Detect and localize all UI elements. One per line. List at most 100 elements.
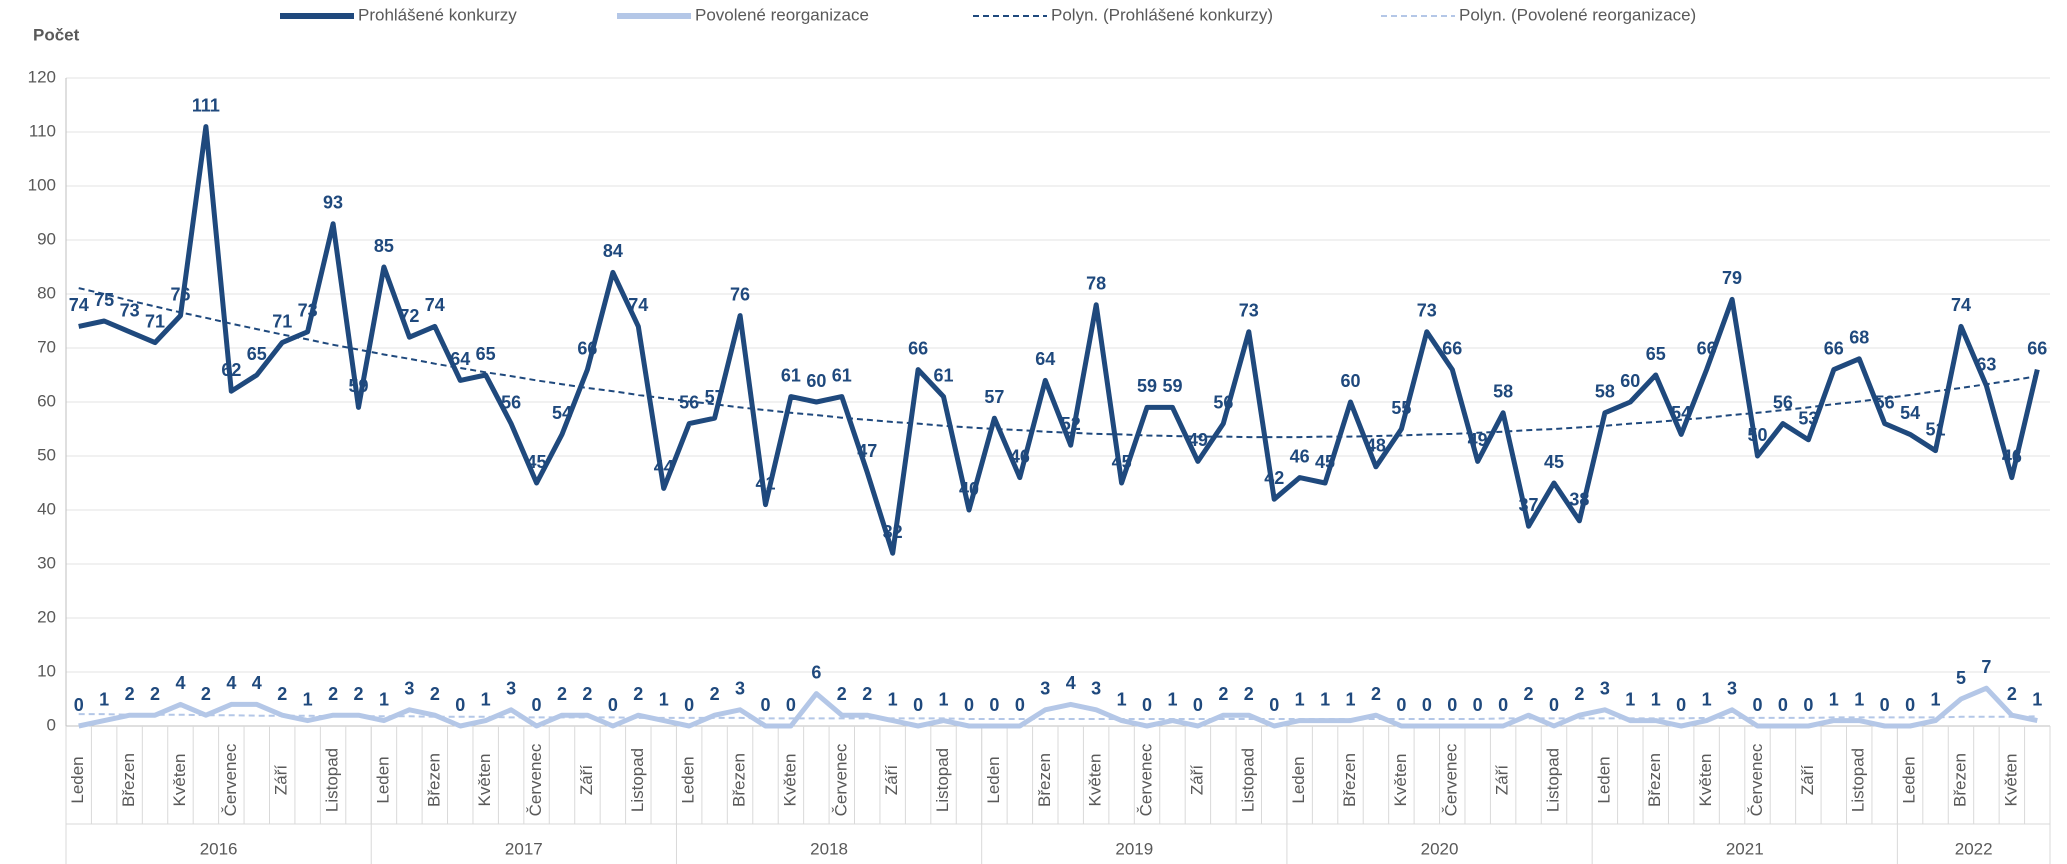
y-tick-label: 10	[37, 661, 56, 680]
data-label: 73	[1239, 301, 1259, 321]
y-tick-label: 30	[37, 553, 56, 572]
x-tick-label: Leden	[1594, 756, 1613, 803]
data-label: 42	[1264, 468, 1284, 488]
data-label: 46	[1010, 446, 1030, 466]
x-tick-label: Březen	[1035, 753, 1054, 807]
data-label: 0	[684, 695, 694, 715]
y-tick-label: 120	[28, 67, 56, 86]
data-label: 46	[2002, 446, 2022, 466]
data-label: 78	[1086, 274, 1106, 294]
data-label: 1	[1346, 689, 1356, 709]
data-label: 40	[959, 479, 979, 499]
x-tick-label: Září	[1798, 765, 1817, 796]
y-tick-label: 0	[47, 715, 56, 734]
data-label: 2	[1574, 684, 1584, 704]
data-label: 1	[99, 689, 109, 709]
data-label: 65	[247, 344, 267, 364]
data-label: 45	[527, 452, 547, 472]
data-label: 37	[1519, 495, 1539, 515]
x-tick-label: Leden	[373, 756, 392, 803]
x-tick-label: Leden	[1289, 756, 1308, 803]
data-label: 4	[1066, 673, 1076, 693]
y-tick-label: 20	[37, 607, 56, 626]
x-tick-label: Květen	[170, 754, 189, 807]
data-label: 59	[1162, 376, 1182, 396]
x-tick-label: Červenec	[526, 743, 545, 816]
data-label: 74	[69, 295, 89, 315]
data-label: 0	[74, 695, 84, 715]
data-label: 4	[252, 673, 262, 693]
data-label: 63	[1976, 355, 1996, 375]
data-label: 65	[1646, 344, 1666, 364]
data-label: 93	[323, 193, 343, 213]
year-label: 2017	[505, 839, 543, 858]
x-tick-label: Listopad	[1238, 748, 1257, 812]
data-label: 1	[1167, 689, 1177, 709]
data-label: 62	[221, 360, 241, 380]
data-label: 1	[481, 689, 491, 709]
data-label: 45	[1544, 452, 1564, 472]
legend-label: Polyn. (Prohlášené konkurzy)	[1051, 5, 1273, 24]
x-tick-label: Listopad	[323, 748, 342, 812]
data-label: 68	[1849, 328, 1869, 348]
data-label: 1	[1931, 689, 1941, 709]
data-label: 1	[1625, 689, 1635, 709]
data-label: 2	[328, 684, 338, 704]
x-tick-label: Červenec	[1137, 743, 1156, 816]
x-tick-label: Září	[272, 765, 291, 796]
x-tick-label: Leden	[679, 756, 698, 803]
year-label: 2021	[1726, 839, 1764, 858]
x-tick-label: Květen	[780, 754, 799, 807]
data-label: 74	[628, 295, 648, 315]
x-tick-label: Červenec	[1442, 743, 1461, 816]
data-label: 0	[1193, 695, 1203, 715]
data-label: 76	[730, 284, 750, 304]
x-tick-label: Září	[577, 765, 596, 796]
data-label: 0	[1803, 695, 1813, 715]
data-label: 2	[1524, 684, 1534, 704]
data-label: 0	[1778, 695, 1788, 715]
y-tick-label: 110	[29, 121, 56, 140]
x-tick-label: Červenec	[831, 743, 850, 816]
data-label: 73	[1417, 301, 1437, 321]
data-label: 54	[552, 403, 572, 423]
data-label: 2	[2007, 684, 2017, 704]
x-tick-label: Září	[882, 765, 901, 796]
x-tick-label: Březen	[730, 753, 749, 807]
data-label: 56	[679, 392, 699, 412]
data-label: 0	[913, 695, 923, 715]
data-label: 2	[710, 684, 720, 704]
data-label: 0	[1880, 695, 1890, 715]
data-label: 0	[989, 695, 999, 715]
data-label: 47	[857, 441, 877, 461]
x-tick-label: Květen	[1696, 754, 1715, 807]
data-label: 1	[2032, 689, 2042, 709]
year-label: 2022	[1955, 839, 1993, 858]
data-label: 46	[1290, 446, 1310, 466]
data-label: 32	[883, 522, 903, 542]
data-label: 51	[1926, 419, 1946, 439]
legend-label: Prohlášené konkurzy	[358, 5, 517, 24]
data-label: 54	[1900, 403, 1920, 423]
x-tick-label: Červenec	[221, 743, 240, 816]
data-label: 61	[781, 365, 801, 385]
data-label: 1	[303, 689, 313, 709]
year-label: 2016	[200, 839, 238, 858]
year-label: 2018	[810, 839, 848, 858]
data-label: 52	[1061, 414, 1081, 434]
x-tick-label: Září	[1493, 765, 1512, 796]
data-label: 59	[348, 376, 368, 396]
data-label: 3	[404, 679, 414, 699]
data-label: 1	[939, 689, 949, 709]
x-tick-label: Březen	[424, 753, 443, 807]
data-label: 85	[374, 236, 394, 256]
data-label: 111	[192, 95, 220, 115]
data-label: 2	[1244, 684, 1254, 704]
data-label: 49	[1188, 430, 1208, 450]
data-label: 71	[272, 311, 292, 331]
data-label: 4	[175, 673, 185, 693]
data-label: 3	[506, 679, 516, 699]
data-label: 0	[455, 695, 465, 715]
data-label: 0	[1549, 695, 1559, 715]
